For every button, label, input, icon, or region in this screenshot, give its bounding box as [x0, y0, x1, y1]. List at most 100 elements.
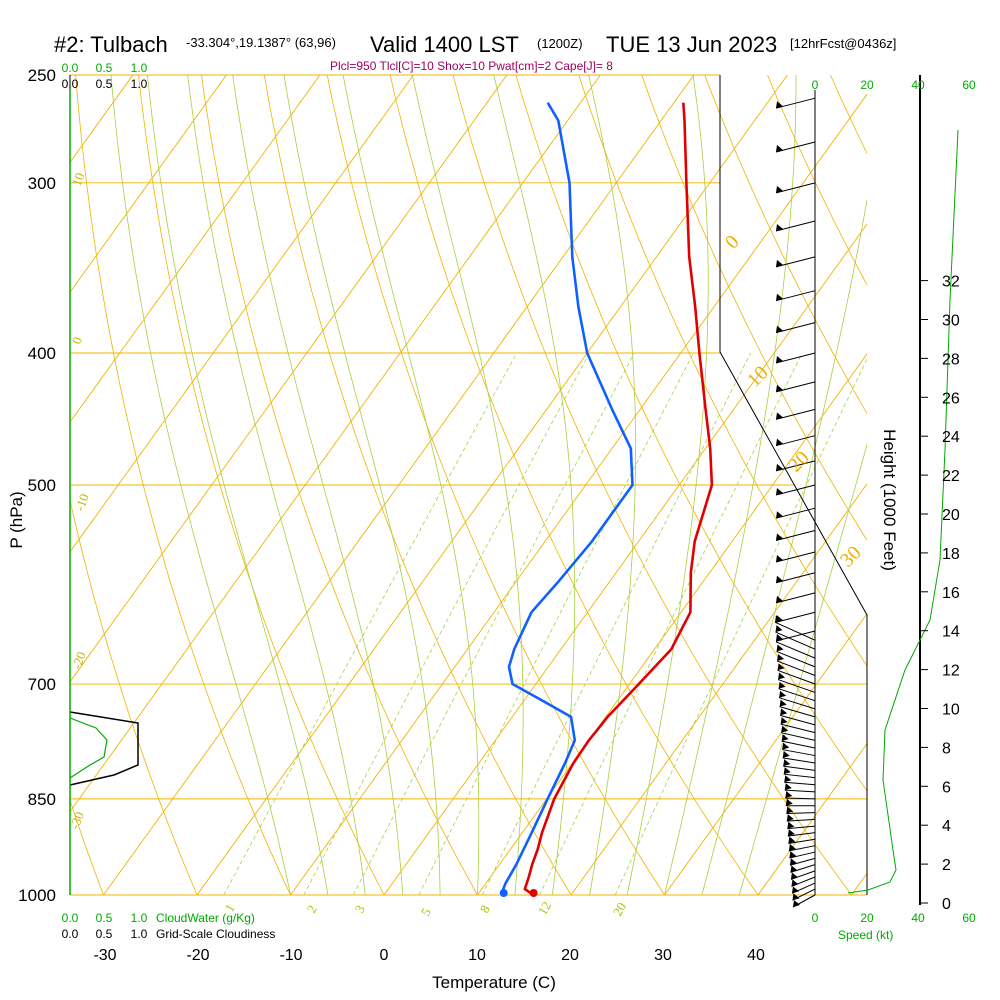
wind-barb — [784, 789, 816, 793]
speed-tick-label: 0 — [812, 78, 819, 92]
wind-barb-flag — [778, 672, 786, 680]
moist-adiabat — [187, 75, 366, 895]
stability-indices: Plcl=950 Tlcl[C]=10 Shox=10 Pwat[cm]=2 C… — [330, 59, 613, 73]
speed-tick-label: 20 — [860, 911, 874, 925]
moist-adiabat — [588, 75, 637, 895]
wind-barb — [775, 97, 816, 109]
mixing-ratio-line — [418, 352, 694, 895]
temperature-tick-label: 20 — [561, 947, 579, 964]
cloudwater-legend: CloudWater (g/Kg) — [156, 911, 255, 925]
temperature-tick-label: -10 — [279, 947, 302, 964]
wind-barb-flag — [785, 791, 793, 799]
wind-speed-profile — [847, 129, 959, 894]
wind-barb — [775, 507, 816, 519]
wind-barb — [786, 818, 816, 822]
wind-barb-flag — [776, 185, 783, 193]
dry-adiabat — [70, 799, 104, 895]
wind-barb-flag — [787, 829, 795, 837]
temperature-tick-label: -30 — [93, 947, 116, 964]
dry-adiabat — [75, 75, 291, 895]
wind-barb-flag — [776, 575, 783, 583]
wind-barb — [775, 631, 816, 650]
wind-barb-flag — [776, 511, 783, 519]
wind-barb-flag — [783, 759, 791, 767]
wind-barb — [779, 706, 816, 718]
wind-barb-flag — [780, 717, 788, 725]
height-tick-label: 4 — [942, 818, 951, 835]
wind-barb-flag — [779, 690, 787, 698]
cloudiness-legend: Grid-Scale Cloudiness — [156, 927, 275, 941]
moist-adiabat-label: 20 — [610, 900, 629, 919]
height-tick-label: 24 — [942, 429, 960, 446]
wind-barb — [783, 765, 816, 771]
cloudwater-tick-label: 0.0 — [62, 911, 79, 925]
wind-barb — [775, 290, 816, 302]
wind-barb-flag — [791, 879, 799, 887]
pressure-tick-label: 700 — [28, 675, 56, 694]
dry-adiabat-label: -10 — [72, 492, 92, 513]
wind-barb — [780, 723, 816, 734]
wind-barb — [775, 141, 816, 153]
dewpoint-line — [500, 102, 634, 896]
wind-barb-flag — [776, 438, 783, 446]
wind-barb-flag — [790, 865, 798, 873]
moist-adiabat-label: 8 — [477, 902, 493, 915]
wind-barb — [775, 611, 816, 623]
height-axis-title: Height (1000 Feet) — [880, 429, 899, 571]
speed-tick-label: 0 — [812, 911, 819, 925]
moist-adiabat — [626, 75, 709, 895]
mixing-ratio-line — [303, 352, 590, 895]
dry-adiabat — [389, 75, 759, 895]
dry-adiabat-label: -20 — [69, 650, 89, 671]
mixing-ratio-line — [481, 352, 751, 895]
wind-barb-flag — [784, 783, 792, 791]
wind-barb-flag — [789, 851, 797, 859]
wind-barb-flag — [783, 767, 791, 775]
wind-barb — [775, 530, 816, 542]
wind-barb — [775, 551, 816, 563]
mixing-ratio-line — [614, 358, 867, 895]
wind-barb-flag — [776, 488, 783, 495]
height-tick-label: 10 — [942, 702, 960, 719]
dry-adiabat — [0, 51, 10, 895]
surface-dewpoint-dot — [499, 889, 508, 897]
moist-adiabat — [664, 75, 797, 895]
height-tick-label: 22 — [942, 468, 960, 485]
temperature-axis-title: Temperature (C) — [432, 973, 556, 992]
wind-barb — [784, 781, 816, 786]
wind-barb-flag — [781, 725, 789, 733]
height-tick-label: 8 — [942, 740, 951, 757]
moist-adiabat — [110, 75, 291, 895]
wind-barb-flag — [780, 708, 788, 716]
wind-barb-flag — [776, 412, 783, 420]
cloudwater-tick-label: 1.0 — [131, 61, 148, 75]
wind-barb — [787, 825, 816, 830]
wind-barb — [777, 669, 816, 685]
height-tick-label: 12 — [942, 663, 960, 680]
station-title: #2: Tulbach — [54, 32, 168, 57]
wind-barb — [775, 182, 816, 194]
wind-barb — [775, 220, 816, 232]
wind-barb-flag — [779, 699, 787, 707]
speed-tick-label: 40 — [911, 911, 925, 925]
moist-adiabat — [147, 75, 329, 895]
forecast-date: TUE 13 Jun 2023 — [606, 32, 777, 57]
height-tick-label: 6 — [942, 779, 951, 796]
moist-adiabat — [283, 75, 441, 895]
wind-barb — [775, 484, 816, 496]
height-tick-label: 26 — [942, 390, 960, 407]
axis-ticks: -30 -20 -10 0 10 20 30 400246810121416182022242… — [62, 61, 976, 964]
wind-barb-flag — [776, 325, 783, 333]
mixing-ratio-line — [223, 352, 518, 895]
moist-adiabat-label: 5 — [418, 905, 434, 918]
dry-adiabat — [201, 75, 478, 895]
cloudiness-line — [69, 711, 139, 786]
speed-tick-label: 60 — [962, 78, 976, 92]
wind-barb-flag — [791, 886, 799, 894]
pressure-axis-title: P (hPa) — [7, 491, 26, 548]
height-tick-label: 20 — [942, 507, 960, 524]
pressure-tick-label: 250 — [28, 66, 56, 85]
wind-barb-flag — [778, 681, 786, 689]
